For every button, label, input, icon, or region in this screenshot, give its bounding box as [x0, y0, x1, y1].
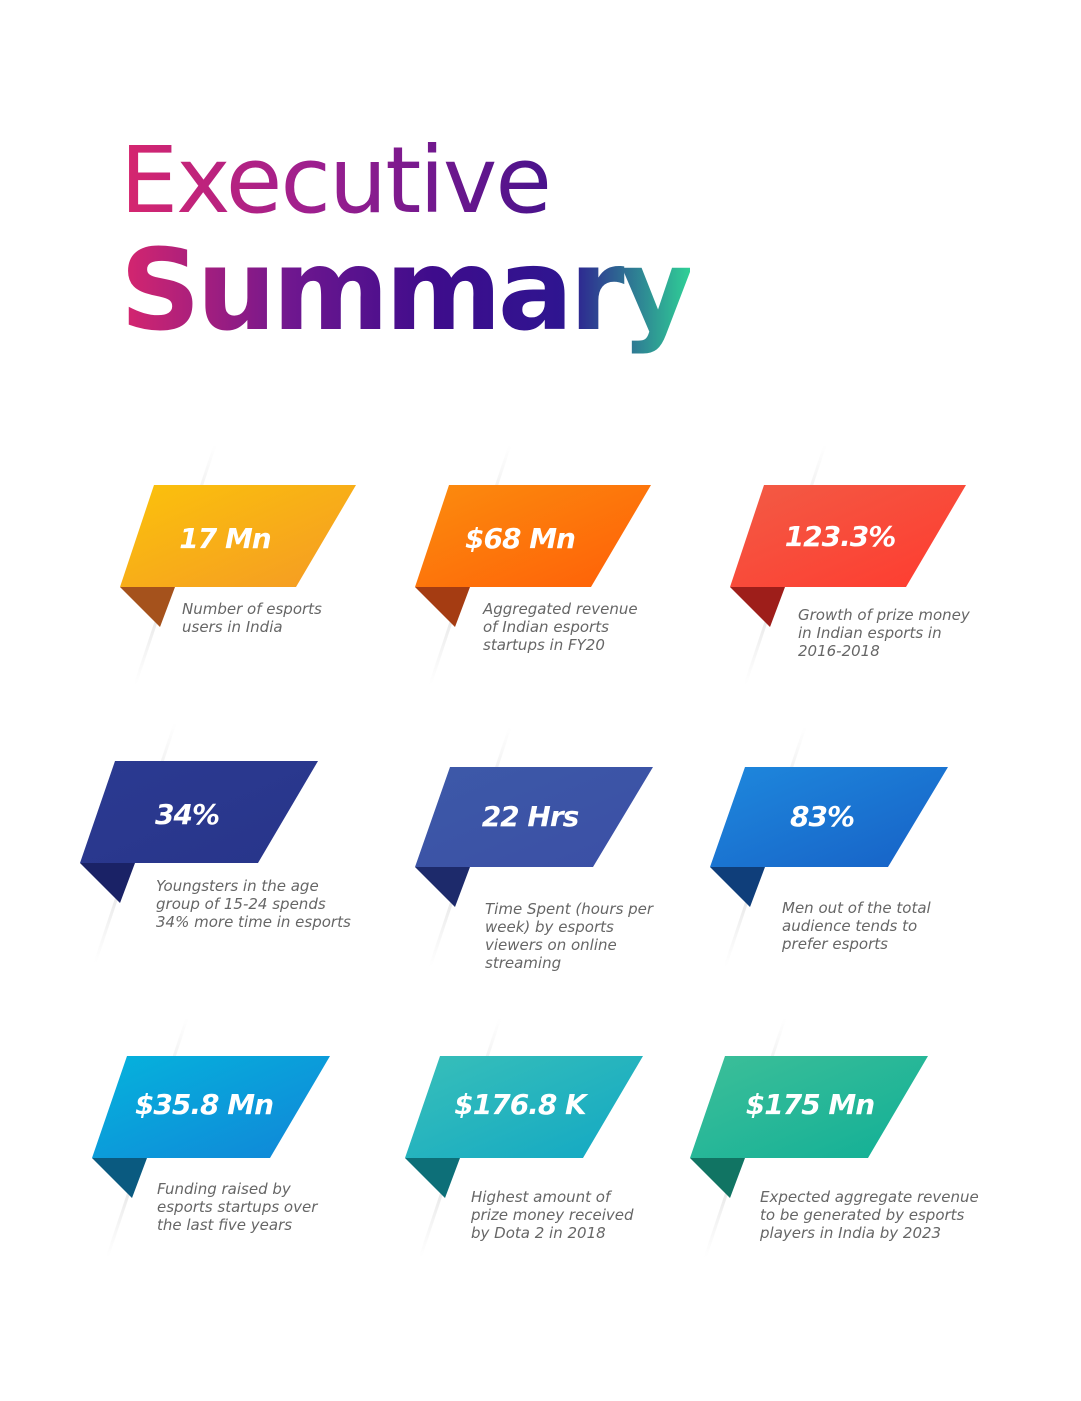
stat-card-youngsters: 34% Youngsters in the age group of 15-24…: [80, 718, 410, 1018]
ribbon-shape: [690, 1017, 928, 1259]
ribbon-shape: [415, 444, 651, 686]
stat-card-time-spent: 22 Hrs Time Spent (hours per week) by es…: [415, 722, 745, 1022]
stat-description: Number of esports users in India: [182, 600, 322, 636]
ribbon-shape: [120, 444, 356, 686]
stat-description: Funding raised by esports startups over …: [157, 1180, 318, 1234]
stat-value: $68 Mn: [465, 522, 576, 555]
stat-description: Expected aggregate revenue to be generat…: [760, 1188, 979, 1242]
stat-value: $175 Mn: [745, 1088, 875, 1121]
stat-card-dota-prize: $176.8 K Highest amount of prize money r…: [405, 1013, 735, 1313]
stat-value: $176.8 K: [454, 1088, 587, 1121]
stat-card-expected-revenue: $175 Mn Expected aggregate revenue to be…: [690, 1013, 1020, 1313]
stat-description: Men out of the total audience tends to p…: [782, 899, 931, 953]
stat-value: 83%: [789, 800, 855, 833]
ribbon-shape: [710, 726, 948, 968]
stat-card-aggregated-revenue: $68 Mn Aggregated revenue of Indian espo…: [415, 440, 745, 740]
stat-description: Youngsters in the age group of 15-24 spe…: [156, 877, 351, 931]
stat-value: 34%: [154, 798, 220, 831]
stat-value: 22 Hrs: [481, 800, 580, 833]
stat-card-men-audience: 83% Men out of the total audience tends …: [710, 722, 1040, 1022]
stat-description: Growth of prize money in Indian esports …: [798, 606, 970, 660]
ribbon-shape: [405, 1017, 643, 1259]
stat-value: 17 Mn: [179, 522, 272, 555]
stat-card-funding: $35.8 Mn Funding raised by esports start…: [92, 1013, 422, 1313]
stat-value: $35.8 Mn: [134, 1088, 274, 1121]
ribbon-shape: [92, 1017, 330, 1259]
ribbon-shape: [80, 722, 318, 964]
stat-description: Highest amount of prize money received b…: [471, 1188, 634, 1242]
stat-card-prize-money-growth: 123.3% Growth of prize money in Indian e…: [730, 440, 1060, 740]
ribbon-shape: [730, 444, 966, 686]
stat-description: Aggregated revenue of Indian esports sta…: [483, 600, 638, 654]
ribbon-shape: [415, 726, 653, 968]
title-line-summary: Summary: [120, 224, 694, 358]
title-line-executive: Executive: [120, 127, 552, 234]
stat-description: Time Spent (hours per week) by esports v…: [485, 900, 654, 972]
stat-value: 123.3%: [784, 520, 897, 553]
stat-card-esports-users: 17 Mn Number of esports users in India: [120, 440, 450, 740]
